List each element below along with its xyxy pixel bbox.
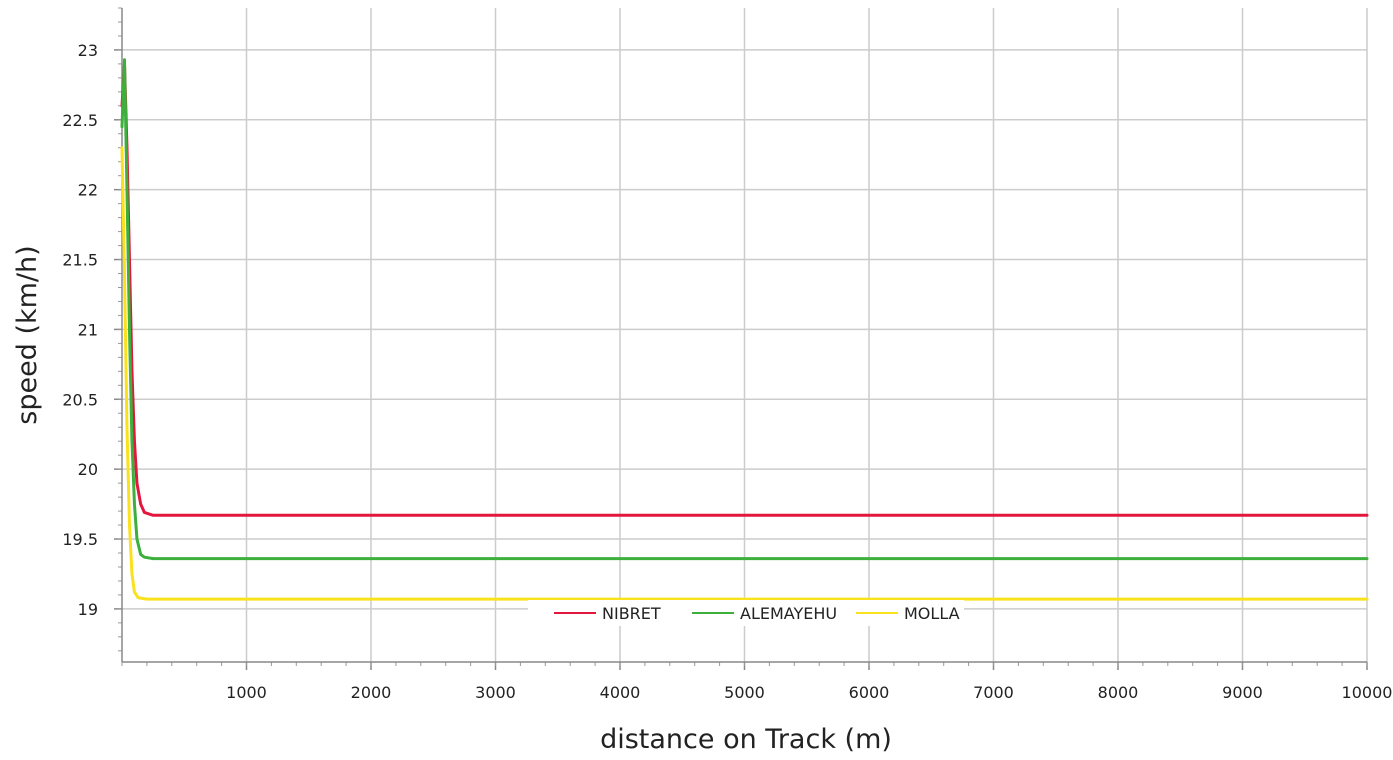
y-tick-label-5: 21.5: [62, 251, 98, 270]
x-tick-label-6: 7000: [973, 683, 1014, 702]
x-tick-label-9: 10000: [1342, 683, 1393, 702]
legend-item-alemayehu: ALEMAYEHU: [692, 604, 837, 623]
y-tick-label-8: 23: [78, 41, 98, 60]
tick-labels: 1000 2000 3000 4000 5000 6000 7000 8000 9000 1000…: [62, 41, 1392, 702]
y-tick-label-7: 22.5: [62, 111, 98, 130]
y-tick-label-6: 22: [78, 181, 98, 200]
y-axis-title: speed (km/h): [12, 245, 43, 424]
x-tick-label-8: 9000: [1222, 683, 1263, 702]
legend-item-molla: MOLLA: [856, 604, 960, 623]
series-line-molla: [120, 146, 1369, 601]
legend-label: NIBRET: [602, 604, 661, 623]
x-tick-label-2: 3000: [475, 683, 516, 702]
legend-label: MOLLA: [904, 604, 960, 623]
series-line-alemayehu: [120, 58, 1369, 561]
legend-label: ALEMAYEHU: [740, 604, 837, 623]
series-lines: [120, 58, 1369, 601]
y-tick-label-3: 20.5: [62, 390, 98, 409]
legend-item-nibret: NIBRET: [554, 604, 661, 623]
x-axis-title: distance on Track (m): [600, 724, 892, 755]
x-tick-label-7: 8000: [1098, 683, 1139, 702]
y-tick-label-1: 19.5: [62, 530, 98, 549]
y-tick-label-4: 21: [78, 320, 98, 339]
x-tick-label-4: 5000: [724, 683, 765, 702]
legend: NIBRET ALEMAYEHU MOLLA: [528, 600, 964, 626]
x-tick-label-5: 6000: [849, 683, 890, 702]
x-tick-label-3: 4000: [600, 683, 641, 702]
axes: [114, 7, 1368, 670]
grid: [122, 8, 1368, 662]
x-tick-label-0: 1000: [226, 683, 267, 702]
y-tick-label-2: 20: [78, 460, 98, 479]
y-tick-label-0: 19: [78, 600, 98, 619]
x-tick-label-1: 2000: [351, 683, 392, 702]
